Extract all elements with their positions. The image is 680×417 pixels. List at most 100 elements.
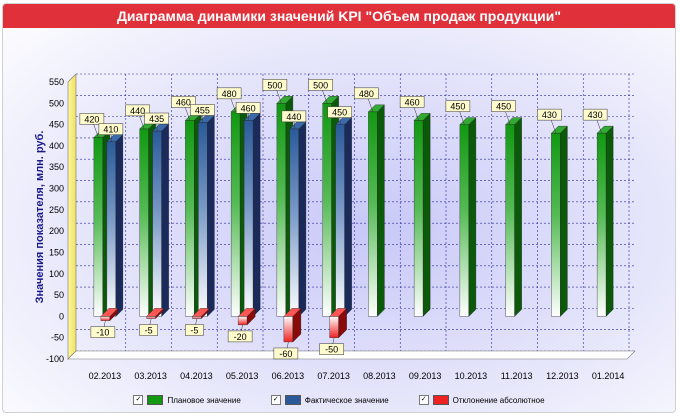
legend-label: Фактическое значение — [304, 395, 389, 405]
data-label-box — [582, 108, 608, 121]
bar-plan — [276, 103, 287, 317]
data-label-box — [327, 106, 352, 118]
data-label: 460 — [176, 97, 191, 107]
data-label-box — [399, 96, 425, 108]
data-label: 450 — [496, 102, 511, 112]
bar-plan — [505, 124, 515, 317]
data-label: 435 — [149, 114, 164, 124]
y-tick-label: 300 — [49, 184, 64, 194]
bar-plan — [139, 128, 149, 317]
y-tick-label: 500 — [49, 98, 64, 108]
bar-plan — [596, 132, 607, 317]
data-label: 420 — [84, 114, 99, 124]
data-label: -10 — [96, 328, 109, 338]
bar-deviation — [146, 316, 156, 319]
data-label-box — [185, 324, 204, 336]
x-tick-label: 03.2013 — [134, 371, 167, 381]
chart-plot: Значения показателя, млн. руб. 420410-10… — [34, 73, 636, 381]
data-label-box — [354, 87, 379, 100]
bar-plan — [413, 120, 424, 317]
data-label: 500 — [313, 80, 328, 90]
axis-wall-face — [67, 73, 77, 360]
bar-plan — [551, 132, 561, 317]
y-tick-label: 150 — [49, 247, 64, 257]
y-tick-label: -50 — [51, 333, 64, 343]
bar-top — [146, 308, 165, 317]
data-label-box — [445, 100, 471, 112]
y-tick-label: 100 — [49, 269, 64, 279]
bar-side — [605, 125, 614, 317]
bar-top — [329, 308, 348, 317]
x-tick-label: 01.2014 — [592, 371, 625, 381]
x-tick-label: 04.2013 — [180, 371, 213, 381]
data-label-box — [537, 108, 562, 121]
y-tick-label: 0 — [59, 311, 64, 321]
bars — [93, 95, 614, 343]
y-tick-label: 400 — [49, 141, 64, 151]
legend-checkbox-icon[interactable]: ✓ — [270, 395, 281, 405]
data-label-box — [319, 343, 344, 355]
data-label-box — [190, 104, 215, 116]
bar-top — [100, 308, 119, 317]
data-label: 500 — [267, 80, 282, 90]
bar-side — [514, 117, 522, 317]
legend-item-plan[interactable]: ✓ Плановое значение — [133, 392, 241, 408]
chart-frame: Диаграмма динамики значений KPI "Объем п… — [2, 3, 676, 413]
data-label-box — [281, 110, 307, 123]
y-tick-label: 200 — [49, 226, 64, 236]
data-label: 460 — [405, 97, 420, 107]
bar-deviation — [100, 316, 111, 321]
data-label-box — [90, 326, 116, 338]
bar-plan — [230, 111, 241, 317]
data-label: 480 — [222, 89, 237, 99]
bar-side — [252, 112, 261, 317]
data-label: 440 — [130, 106, 145, 116]
bar-top — [283, 308, 302, 317]
x-tick-label: 07.2013 — [317, 371, 350, 381]
data-label: 460 — [241, 103, 256, 113]
data-label-box — [139, 324, 158, 336]
bar-fact — [198, 122, 208, 317]
data-label: 450 — [450, 102, 465, 112]
bar-side — [422, 112, 431, 317]
legend-item-deviation[interactable]: ✓ Отклонение абсолютное — [418, 392, 545, 408]
data-label: 480 — [359, 89, 374, 99]
bar-side — [298, 121, 307, 317]
x-tick-label: 12.2013 — [546, 371, 579, 381]
x-tick-label: 11.2013 — [501, 371, 533, 381]
x-tick-label: 09.2013 — [409, 371, 442, 381]
data-label: 440 — [286, 112, 301, 122]
legend: ✓ Плановое значение ✓ Фактическое значен… — [3, 392, 675, 408]
x-tick-label: 02.2013 — [89, 371, 122, 381]
y-tick-label: 50 — [54, 290, 64, 300]
legend-checkbox-icon[interactable]: ✓ — [418, 395, 429, 405]
legend-item-fact[interactable]: ✓ Фактическое значение — [270, 392, 389, 408]
legend-label: Отклонение абсолютное — [452, 395, 545, 405]
legend-checkbox-icon[interactable]: ✓ — [133, 395, 144, 405]
axis-floor — [67, 350, 636, 360]
y-tick-label: 250 — [49, 205, 64, 215]
bar-deviation — [192, 316, 202, 319]
data-label-box — [308, 79, 333, 91]
data-label: -20 — [234, 332, 247, 342]
y-tick-label: -100 — [46, 354, 64, 364]
bar-deviation — [237, 316, 248, 326]
bar-fact — [243, 120, 254, 317]
y-tick-label: 550 — [49, 77, 64, 87]
legend-swatch — [432, 395, 449, 405]
data-label-box — [273, 347, 299, 360]
data-label: -5 — [190, 326, 198, 336]
axis-wall — [67, 73, 636, 360]
bar-fact — [335, 124, 345, 317]
bar-plan — [185, 120, 195, 317]
data-label: 410 — [103, 125, 118, 135]
legend-swatch — [147, 395, 164, 405]
bar-fact — [106, 141, 117, 317]
bar-plan — [459, 124, 470, 317]
bar-side — [115, 134, 124, 317]
data-label-box — [171, 96, 196, 108]
bar-side — [468, 117, 477, 317]
bar-fact — [152, 130, 162, 317]
data-label-box — [216, 87, 242, 100]
legend-swatch — [284, 395, 301, 405]
